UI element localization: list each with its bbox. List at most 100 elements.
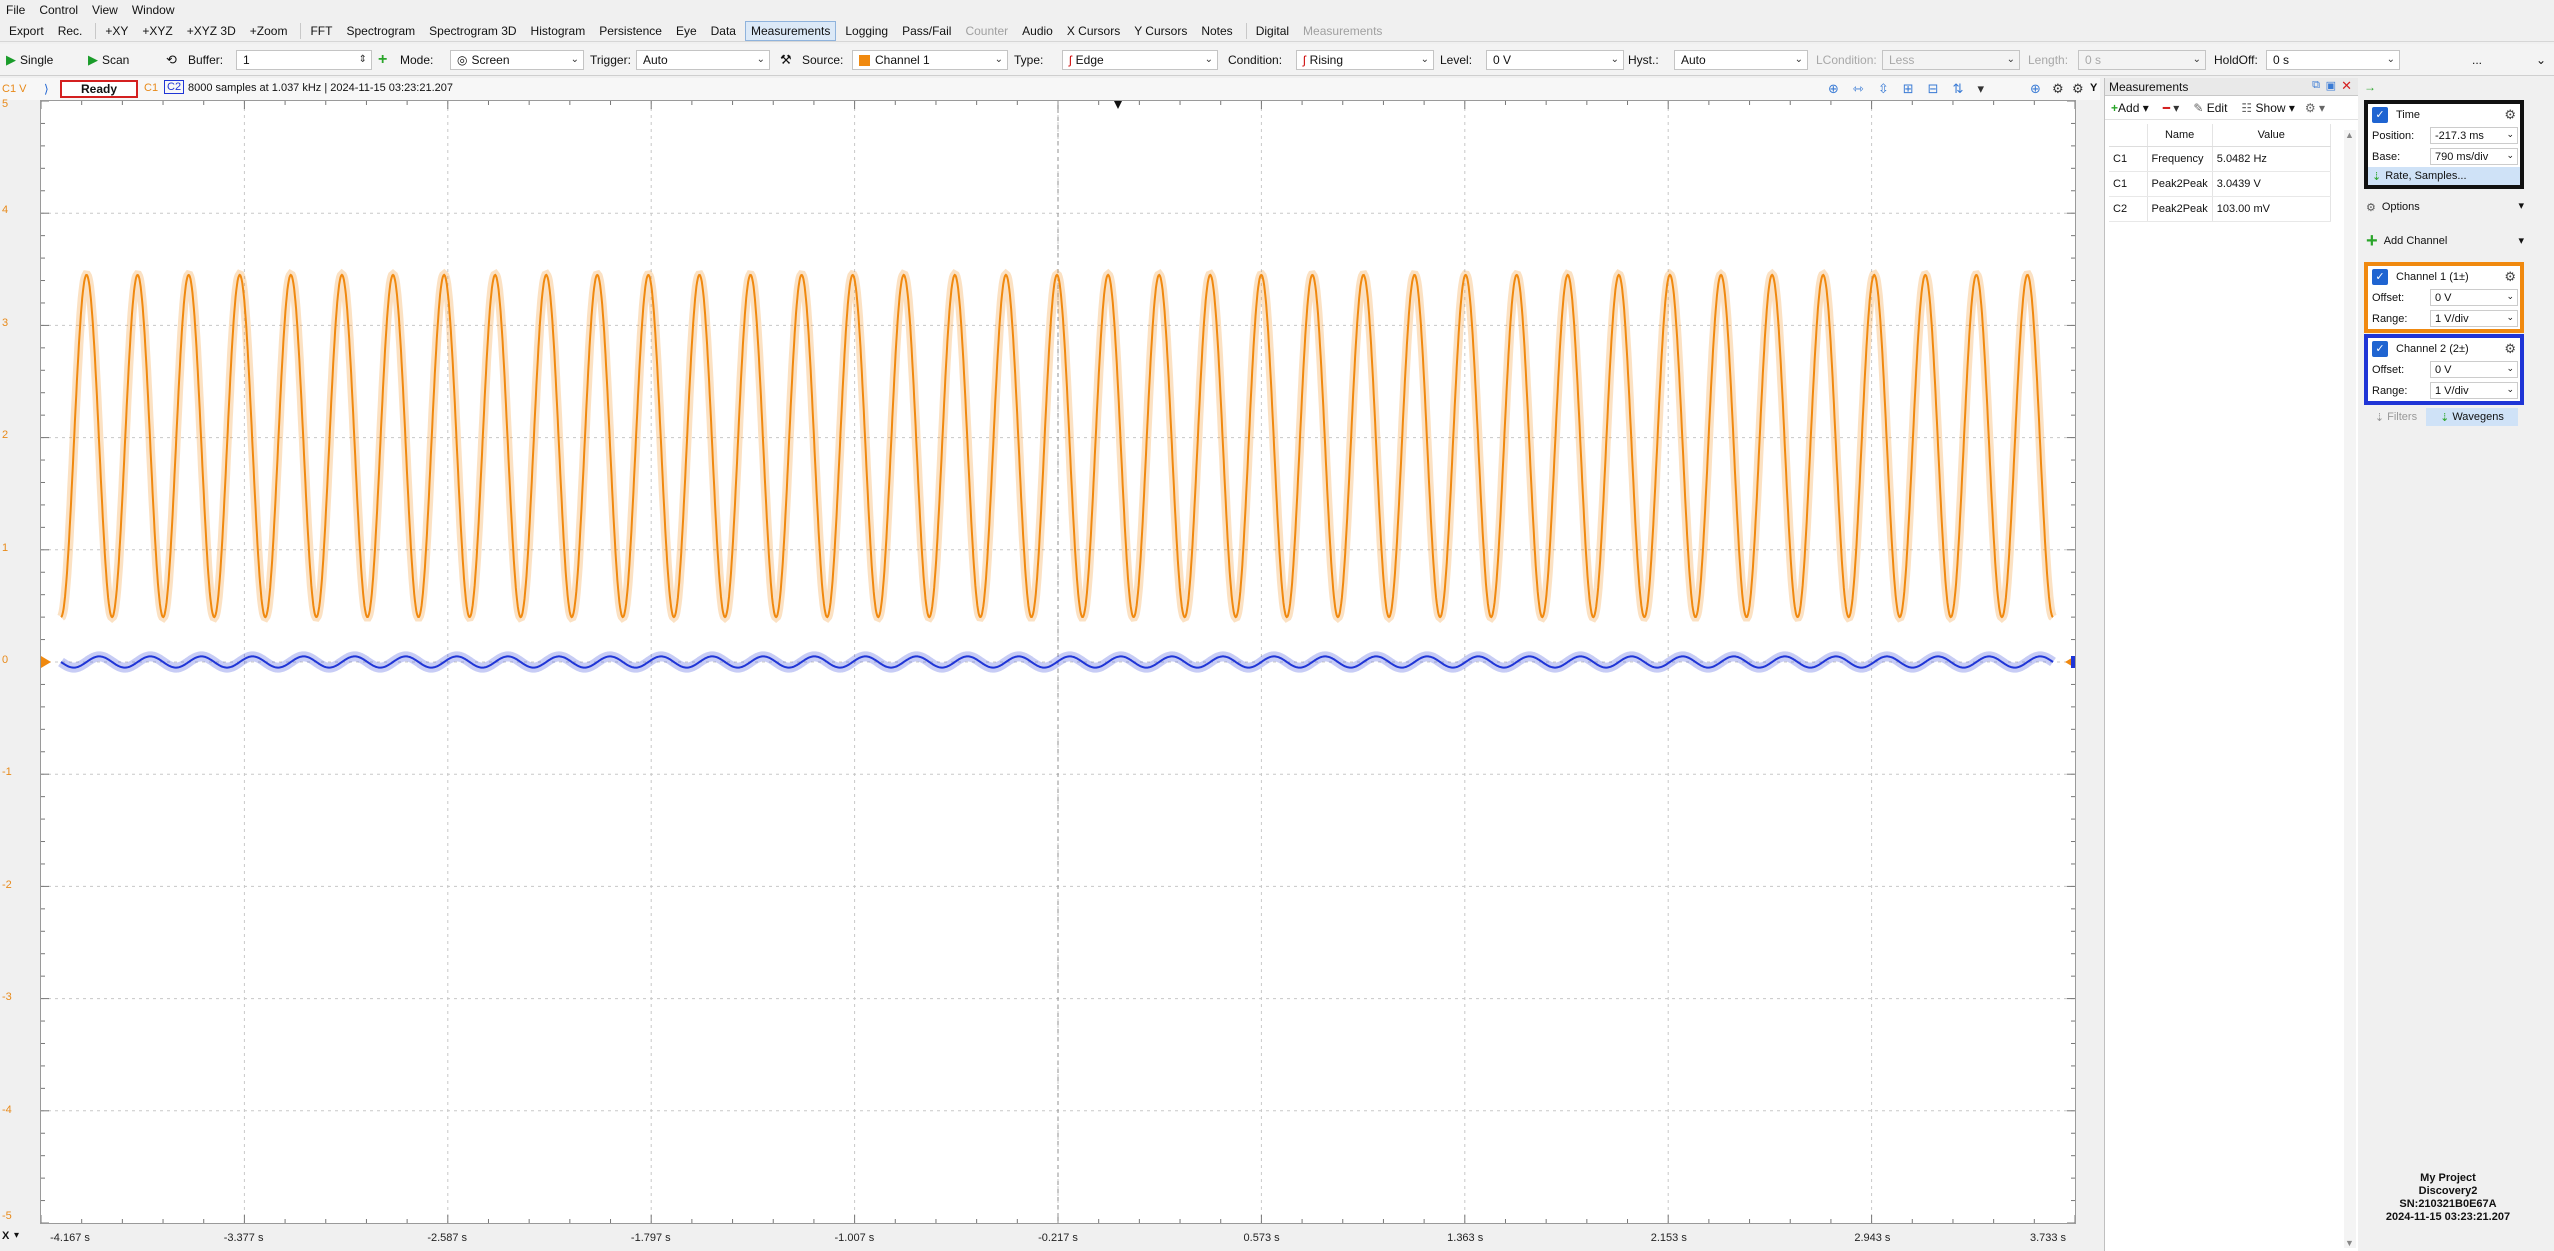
cursor-icon[interactable]: ⇅ [1952,81,1978,96]
channel1-offset-select[interactable]: 0 V ⌄ [2430,289,2518,306]
buffer-spinbox[interactable]: 1 ⇕ [236,50,372,70]
table-row[interactable]: C1 Peak2Peak 3.0439 V [2109,171,2331,197]
lcondition-select[interactable]: Less ⌄ [1882,50,2020,70]
menu-view[interactable]: View [92,3,118,17]
mode-select[interactable]: ◎ Screen ⌄ [450,50,584,70]
trigger-select[interactable]: Auto ⌄ [636,50,770,70]
x-axis-tag[interactable]: X [2,1230,10,1242]
checkbox-icon[interactable]: ✓ [2372,106,2388,123]
scan-button[interactable]: ▶ Scan [88,50,129,70]
menu-window[interactable]: Window [131,3,175,17]
add-measurement-button[interactable]: +Add ▾ [2111,100,2149,115]
run-arrow-icon[interactable]: ⟩ [44,82,49,96]
tab-notes[interactable]: Notes [1201,23,1233,38]
channel2-title: Channel 2 (2±) [2396,342,2469,355]
hyst-select[interactable]: Auto ⌄ [1674,50,1808,70]
tab-histogram[interactable]: Histogram [530,23,586,38]
buffer-icon[interactable]: ⟲ [166,52,177,67]
tab-fft[interactable]: FFT [310,23,333,38]
undock-icon[interactable]: ⧉ [2312,79,2320,91]
filters-button[interactable]: ⇣ Filters [2374,411,2418,424]
checkbox-icon[interactable]: ✓ [2372,340,2388,357]
source-select[interactable]: Channel 1 ⌄ [852,50,1008,70]
close-icon[interactable]: ✕ [2341,78,2352,93]
tab-logging[interactable]: Logging [845,23,889,38]
holdoff-select[interactable]: 0 s ⌄ [2266,50,2400,70]
table-row[interactable]: C2 Peak2Peak 103.00 mV [2109,196,2331,222]
zoom-y-icon[interactable]: ⊕ [2030,81,2041,96]
tab-rec[interactable]: Rec. [57,23,83,38]
tab-spectrogram-3d[interactable]: Spectrogram 3D [429,23,517,38]
rate-samples-button[interactable]: ⇣ Rate, Samples... [2368,167,2520,185]
menu-control[interactable]: Control [39,3,79,17]
channel1-range-select[interactable]: 1 V/div ⌄ [2430,310,2518,327]
tab-eye[interactable]: Eye [675,23,697,38]
length-select[interactable]: 0 s ⌄ [2078,50,2206,70]
scroll-up-icon[interactable]: ▲ [2345,130,2354,140]
zoom-in-icon[interactable]: ⊕ [1828,81,1853,96]
time-base-select[interactable]: 790 ms/div ⌄ [2430,148,2518,165]
scroll-down-icon[interactable]: ▼ [2345,1238,2354,1248]
table-row[interactable]: C1 Frequency 5.0482 Hz [2109,146,2331,172]
condition-select[interactable]: ʃ Rising ⌄ [1296,50,1434,70]
menu-file[interactable]: File [6,3,26,17]
tab-counter[interactable]: Counter [965,23,1009,38]
tab-y-cursors[interactable]: Y Cursors [1134,23,1188,38]
length-label: Length: [2028,53,2069,67]
settings-alt-icon[interactable]: ⚙ [2072,81,2084,96]
rate-samples-label: Rate, Samples... [2385,170,2467,182]
fit-width-icon[interactable]: ⇿ [1852,81,1878,96]
tab-spectrogram[interactable]: Spectrogram [346,23,416,38]
channel2-range-select[interactable]: 1 V/div ⌄ [2430,382,2518,399]
fit-icon[interactable]: ⊞ [1902,81,1928,96]
oscilloscope-plot[interactable] [40,100,2076,1224]
tab-x-cursors[interactable]: X Cursors [1066,23,1121,38]
tab-digital[interactable]: Digital [1255,23,1290,38]
gear-icon[interactable]: ⚙ [2504,269,2516,284]
tab-xy[interactable]: +XY [105,23,129,38]
wavegens-button[interactable]: ⇣ Wavegens [2426,408,2518,426]
c1-tag[interactable]: C1 [144,82,159,94]
tab-measurements[interactable]: Measurements [1303,23,1383,38]
time-position-select[interactable]: -217.3 ms ⌄ [2430,127,2518,144]
more-button[interactable]: ... [2472,53,2483,67]
tab-zoom[interactable]: +Zoom [249,23,288,38]
screen-icon: ◎ [457,53,468,67]
tab-persistence[interactable]: Persistence [599,23,662,38]
tab-measurements[interactable]: Measurements [744,20,837,41]
tab-pass-fail[interactable]: Pass/Fail [902,23,952,38]
vertical-scrollbar[interactable]: ▲ ▼ [2344,130,2356,1248]
spin-arrows-icon[interactable]: ⇕ [358,54,367,65]
y-axis-tag[interactable]: Y [2090,82,2098,94]
gear-icon[interactable]: ⚙ [2504,107,2516,122]
dropdown-icon[interactable]: ▾ [1977,81,1998,96]
settings-icon[interactable]: ⚙ [2052,81,2064,96]
level-select[interactable]: 0 V ⌄ [1486,50,1624,70]
chevron-down-icon: ⌄ [2506,291,2514,301]
options-button[interactable]: ⚙ Options ▾ [2366,196,2526,218]
remove-measurement-button[interactable]: ━ ▾ [2162,100,2180,115]
chevron-down-icon[interactable]: ⌄ [2536,53,2547,67]
tab-xyz[interactable]: +XYZ [142,23,173,38]
edit-measurement-button[interactable]: ✎ Edit [2193,100,2228,115]
single-button[interactable]: ▶ Single [6,50,53,70]
type-select[interactable]: ʃ Edge ⌄ [1062,50,1218,70]
c2-tag[interactable]: C2 [164,80,185,94]
chevron-down-icon[interactable]: ▾ [14,1230,20,1241]
add-icon[interactable]: + [378,51,388,68]
tab-export[interactable]: Export [9,23,44,38]
tab-xyz-3d[interactable]: +XYZ 3D [186,23,236,38]
align-icon[interactable]: ⊟ [1927,81,1953,96]
tab-audio[interactable]: Audio [1022,23,1053,38]
maximize-icon[interactable]: ▣ [2325,80,2336,92]
show-measurement-button[interactable]: ☷ Show ▾ [2241,100,2295,115]
tab-data[interactable]: Data [710,23,736,38]
trigger-hammer-icon[interactable]: ⚒ [780,52,792,67]
measurement-settings-icon[interactable]: ⚙ ▾ [2304,100,2326,115]
channel2-offset-select[interactable]: 0 V ⌄ [2430,361,2518,378]
add-channel-button[interactable]: + Add Channel ▾ [2366,228,2526,254]
fit-height-icon[interactable]: ⇳ [1877,81,1903,96]
checkbox-icon[interactable]: ✓ [2372,268,2388,285]
gear-icon[interactable]: ⚙ [2504,341,2516,356]
collapse-arrow-icon[interactable]: → [2364,80,2376,94]
